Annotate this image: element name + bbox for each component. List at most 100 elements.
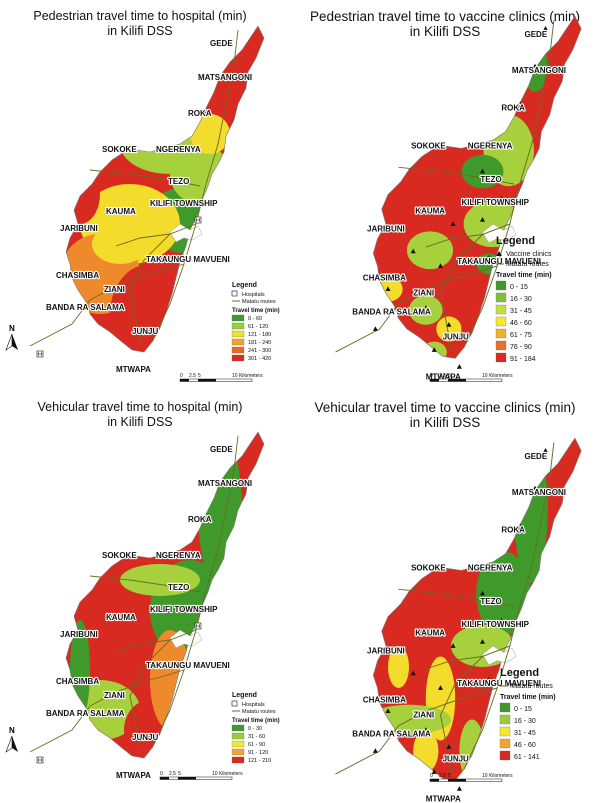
legend-class-label: 0 - 30 <box>248 726 262 732</box>
scale-bar-segment <box>178 777 196 780</box>
place-label: KILIFI TOWNSHIP <box>462 198 530 207</box>
legend-swatch <box>499 750 511 761</box>
place-label: TEZO <box>480 175 501 184</box>
legend-swatch <box>231 314 245 322</box>
place-label: JARIBUNI <box>60 630 98 639</box>
scale-bar-segment <box>160 777 169 780</box>
vaccine-clinic-icon <box>450 221 456 226</box>
place-labels: GEDE MATSANGONI ROKA SOKOKE NGERENYA TEZO KILI… <box>45 444 253 781</box>
matatu-route <box>335 265 498 353</box>
legend-routes-label: Matatu routes <box>510 683 553 690</box>
north-arrow-icon <box>5 735 13 753</box>
north-arrow-icon <box>12 334 18 350</box>
vaccine-clinic-icon <box>446 744 452 749</box>
legend-swatch <box>231 732 245 740</box>
scale-label: 5 <box>448 373 451 379</box>
legend-class-label: 31 - 45 <box>514 730 536 737</box>
place-label: ZIANI <box>413 710 434 719</box>
place-label: NGERENYA <box>468 141 513 150</box>
scale-label: 2.5 <box>169 771 176 777</box>
vaccine-clinic-icon <box>542 447 549 453</box>
vaccine-clinic-icon <box>532 63 538 69</box>
legend-class-label: 0 - 15 <box>510 284 528 291</box>
vaccine-clinic-icon <box>486 676 492 682</box>
scale-bar: 0 2.5 5 10 Kilometers <box>429 373 513 382</box>
matatu-route <box>440 656 483 773</box>
matatu-route <box>151 29 239 343</box>
scale-bar-segment <box>448 379 466 382</box>
place-label: JUNJU <box>443 755 469 764</box>
scale-bar: 0 2.5 5 10 Kilometers <box>429 773 513 782</box>
travel-zone <box>66 164 100 224</box>
place-label: JUNJU <box>132 733 158 742</box>
legend-swatch <box>231 330 245 338</box>
map-panel-vehicular-vaccine: Vehicular travel time to vaccine clinics… <box>290 400 600 803</box>
legend-class-label: 91 - 184 <box>510 356 536 363</box>
vaccine-clinic-icon <box>479 590 486 596</box>
matatu-route <box>425 223 510 248</box>
hospital-icon <box>231 290 238 297</box>
travel-zone <box>92 224 148 264</box>
vaccine-clinic-icon <box>517 101 523 107</box>
place-labels: GEDE MATSANGONI ROKA SOKOKE NGERENYA TEZO KILI… <box>45 38 253 375</box>
matatu-route <box>463 442 555 771</box>
place-label: TAKAUNGU MAVUENI <box>146 255 230 264</box>
legend-class-label: 121 - 210 <box>248 758 271 764</box>
scale-label: 0 <box>430 773 433 779</box>
legend-travel-title: Travel time (min) <box>496 272 552 279</box>
north-arrow-icon: N <box>5 726 18 753</box>
travel-time-zones <box>373 438 548 781</box>
scale-label: 0 <box>160 771 163 777</box>
place-label: TEZO <box>480 597 501 606</box>
place-label: CHASIMBA <box>56 271 99 280</box>
travel-zone <box>476 551 531 636</box>
vaccine-clinic-icon <box>446 322 452 327</box>
legend-class-label: 121 - 180 <box>248 332 271 338</box>
place-label: MTWAPA <box>116 365 151 374</box>
north-label: N <box>9 324 15 333</box>
place-labels: GEDE MATSANGONI ROKA SOKOKE NGERENYA TEZO KILI… <box>351 451 567 803</box>
place-label: JARIBUNI <box>367 646 405 655</box>
place-label: KILIFI TOWNSHIP <box>150 199 218 208</box>
place-label: SOKOKE <box>102 551 137 560</box>
matatu-route <box>463 20 555 349</box>
legend-swatch <box>231 724 245 732</box>
travel-zone <box>421 341 447 359</box>
legend-swatch <box>499 726 511 737</box>
travel-zone <box>459 719 485 781</box>
legend-facility-label: Hospitals <box>242 702 265 708</box>
legend-title: Legend <box>496 235 535 247</box>
place-label: CHASIMBA <box>363 274 406 283</box>
north-arrow-icon: N <box>5 324 18 351</box>
legend-class-label: 0 - 60 <box>248 316 262 322</box>
place-label: GEDE <box>210 445 233 454</box>
vaccine-clinic-icon <box>437 263 444 268</box>
vaccine-clinic-icon <box>423 727 429 732</box>
legend-swatch <box>499 702 511 713</box>
legend-swatch <box>495 340 507 351</box>
map-canvas: GEDE MATSANGONI ROKA SOKOKE NGERENYA TEZO KILI… <box>335 437 582 803</box>
place-label: ROKA <box>501 104 525 113</box>
kilifi-creek <box>482 223 517 244</box>
legend-class-label: 241 - 300 <box>248 348 271 354</box>
place-label: KAUMA <box>415 629 445 638</box>
legend-class-label: 181 - 240 <box>248 340 271 346</box>
vaccine-clinic-icon <box>517 523 523 529</box>
matatu-route <box>89 169 201 187</box>
vaccine-clinic-icon <box>479 168 486 174</box>
place-label: ROKA <box>188 109 212 118</box>
legend-swatch <box>495 316 507 327</box>
legend-class-label: 16 - 30 <box>514 718 536 725</box>
scale-label: 0 <box>430 373 433 379</box>
vaccine-clinic-icon <box>498 196 504 201</box>
place-label: GEDE <box>210 39 233 48</box>
place-label: TEZO <box>168 583 189 592</box>
hospital-icon <box>38 352 42 356</box>
legend-class-label: 31 - 60 <box>248 734 265 740</box>
legend-class-label: 91 - 120 <box>248 750 268 756</box>
place-label: ROKA <box>188 515 212 524</box>
map-title: Pedestrian travel time to hospital (min)… <box>33 9 247 38</box>
place-label: BANDA RA SALAMA <box>352 729 431 738</box>
scale-label: 5 <box>448 773 451 779</box>
